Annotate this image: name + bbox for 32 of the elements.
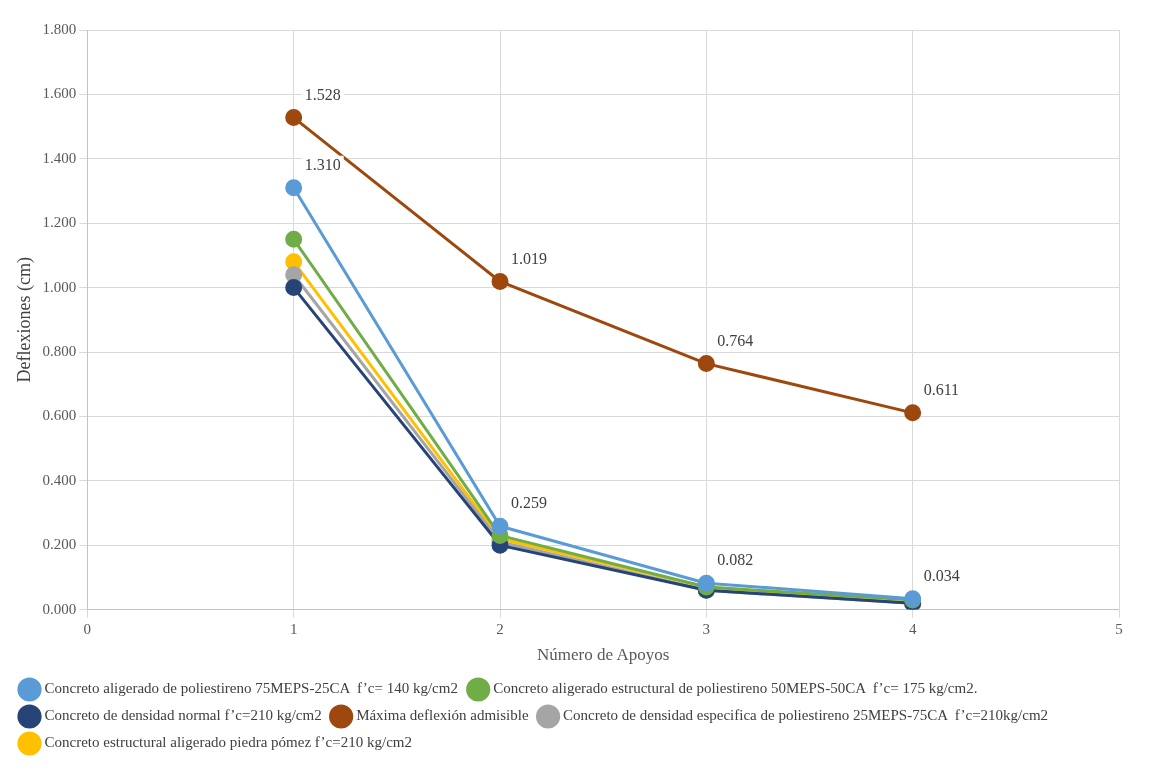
y-tick-label: 1.600 (42, 85, 77, 102)
y-tick-label: 1.200 (42, 214, 77, 231)
x-tick-label: 2 (496, 620, 504, 637)
y-tick-label: 1.400 (42, 149, 77, 166)
y-tick-label: 0.800 (42, 342, 77, 359)
legend-label: Concreto estructural aligerado piedra pómez f’c=210 kg/cm2 (44, 734, 412, 751)
legend-label: Concreto de densidad normal f’c=210 kg/cm2 (44, 707, 322, 724)
data-label: 0.034 (923, 566, 960, 584)
y-axis-title: Deflexiones (cm) (13, 257, 35, 383)
y-tick-label: 1.000 (42, 278, 77, 295)
x-tick-label: 0 (83, 620, 92, 637)
data-label: 1.310 (304, 155, 341, 173)
x-tick-label: 5 (1115, 620, 1123, 637)
data-label: 0.764 (717, 331, 754, 349)
y-tick-label: 0.400 (42, 471, 77, 488)
y-tick-label: 0.000 (42, 600, 77, 617)
x-tick-label: 4 (908, 620, 917, 637)
x-tick-label: 3 (702, 620, 711, 637)
legend-label: Concreto aligerado de poliestireno 75MEPS-25CA f’c= 140 kg/cm2 (44, 680, 458, 697)
legend-label: Concreto aligerado estructural de poliestireno 50MEPS-50CA f’c= 175 kg/cm2. (493, 680, 978, 697)
legend-label: Máxima deflexión admisible (356, 707, 529, 724)
x-axis-title: Número de Apoyos (537, 645, 670, 665)
y-tick-label: 1.800 (42, 20, 77, 37)
data-label: 0.082 (717, 551, 754, 569)
data-label: 0.611 (923, 381, 960, 399)
data-label: 1.528 (304, 85, 341, 103)
y-tick-label: 0.200 (42, 536, 77, 553)
legend-label: Concreto de densidad especifica de poliestireno 25MEPS-75CA f’c=210kg/cm2 (563, 707, 1049, 724)
data-label: 1.019 (511, 249, 548, 267)
y-tick-label: 0.600 (42, 407, 77, 424)
data-label: 0.259 (511, 494, 548, 512)
x-tick-label: 1 (289, 620, 298, 637)
